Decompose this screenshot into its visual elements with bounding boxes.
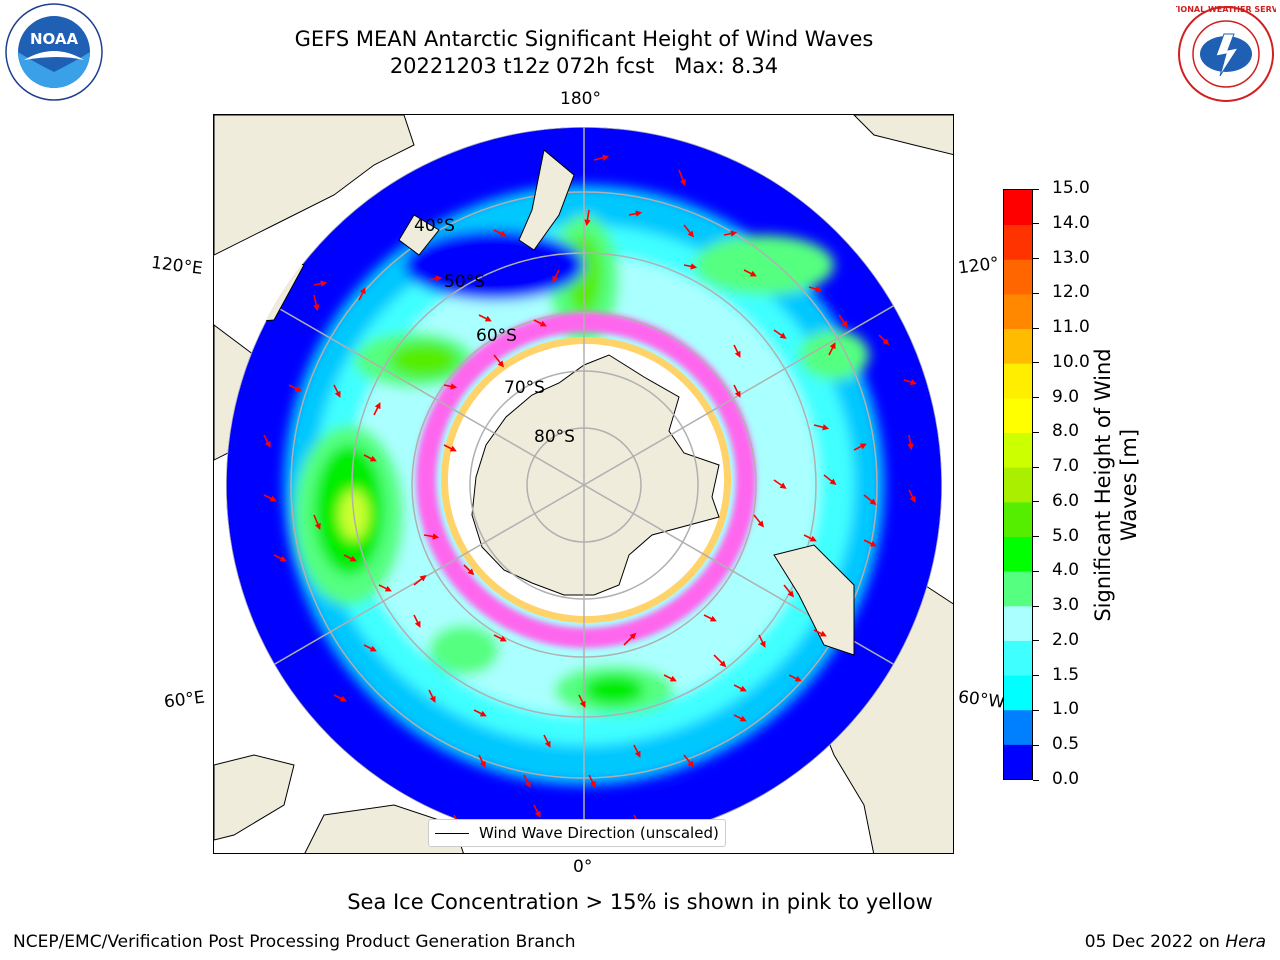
footer-host: Hera	[1225, 932, 1266, 952]
colorbar-segment	[1004, 571, 1032, 607]
colorbar-tick-label: 0.0	[1052, 769, 1080, 789]
colorbar-segment	[1004, 328, 1032, 364]
polar-map-svg: 30°S 40°S 50°S 60°S 70°S 80°S	[214, 115, 953, 853]
lat-label-80s: 80°S	[534, 427, 575, 447]
sea-ice-caption: Sea Ice Concentration > 15% is shown in …	[347, 890, 933, 914]
colorbar-tick-mark	[1033, 744, 1039, 746]
colorbar-segment	[1004, 363, 1032, 399]
colorbar-tick-label: 8.0	[1052, 421, 1080, 442]
colorbar-tick-mark	[1033, 779, 1039, 781]
colorbar-segment	[1004, 293, 1032, 330]
colorbar-tick-label: 10.0	[1052, 351, 1090, 372]
colorbar-tick-label: 9.0	[1052, 386, 1080, 407]
colorbar-tick-mark	[1033, 709, 1039, 711]
colorbar-tick-label: 0.5	[1052, 734, 1080, 755]
lon-label-bottom: 0°	[573, 857, 593, 877]
colorbar-tick-label: 6.0	[1052, 490, 1080, 511]
colorbar-tick-label: 14.0	[1052, 212, 1090, 233]
colorbar-segment	[1004, 501, 1032, 537]
nws-logo: NATIONAL WEATHER SERVICE	[1176, 5, 1276, 102]
colorbar-tick-mark	[1033, 327, 1039, 329]
lon-label-left-upper: 120°E	[149, 252, 204, 280]
colorbar-segment	[1004, 744, 1032, 779]
map-title: GEFS MEAN Antarctic Significant Height o…	[294, 27, 874, 51]
map-subtitle: 20221203 t12z 072h fcst Max: 8.34	[389, 54, 779, 78]
colorbar-tick-mark	[1033, 431, 1039, 433]
noaa-logo-text: NOAA	[30, 30, 79, 48]
colorbar-segment	[1004, 190, 1032, 226]
lat-label-40s: 40°S	[414, 216, 455, 236]
colorbar-tick-label: 2.0	[1052, 629, 1080, 650]
colorbar-segment	[1004, 224, 1032, 260]
colorbar-tick-mark	[1033, 258, 1039, 260]
colorbar-tick-mark	[1033, 536, 1039, 538]
colorbar-tick-mark	[1033, 466, 1039, 468]
colorbar	[1003, 189, 1033, 780]
antarctica	[471, 354, 720, 596]
colorbar-tick-mark	[1033, 640, 1039, 642]
colorbar-tick-label: 1.5	[1052, 664, 1080, 685]
colorbar-tick-label: 1.0	[1052, 699, 1080, 720]
noaa-logo: NOAA	[5, 3, 103, 101]
colorbar-tick-mark	[1033, 223, 1039, 225]
footer-credit: NCEP/EMC/Verification Post Processing Pr…	[13, 932, 576, 952]
colorbar-tick-label: 13.0	[1052, 247, 1090, 268]
colorbar-tick-mark	[1033, 675, 1039, 677]
lat-label-60s: 60°S	[476, 326, 517, 346]
lon-label-top: 180°	[560, 89, 601, 109]
colorbar-tick-label: 3.0	[1052, 595, 1080, 616]
colorbar-tick-label: 15.0	[1052, 178, 1090, 198]
map-legend: Wind Wave Direction (unscaled)	[428, 819, 726, 847]
colorbar-segment	[1004, 397, 1032, 434]
lon-label-left-lower: 60°E	[162, 687, 206, 713]
footer-date: 05 Dec 2022 on Hera	[1085, 932, 1266, 952]
colorbar-segment	[1004, 467, 1032, 503]
colorbar-tick-label: 4.0	[1052, 560, 1080, 581]
colorbar-tick-label: 11.0	[1052, 317, 1090, 338]
polar-map: 30°S 40°S 50°S 60°S 70°S 80°S	[213, 114, 954, 854]
legend-label: Wind Wave Direction (unscaled)	[479, 824, 719, 842]
footer-date-text: 05 Dec 2022 on	[1084, 932, 1220, 952]
colorbar-segment	[1004, 259, 1032, 295]
lat-label-70s: 70°S	[504, 378, 545, 398]
legend-line	[435, 832, 469, 834]
colorbar-tick-mark	[1033, 362, 1039, 364]
colorbar-segment	[1004, 709, 1032, 745]
lon-label-right-upper: 120°	[956, 253, 1001, 279]
colorbar-segment	[1004, 605, 1032, 641]
lon-label-right-lower: 60°W	[956, 687, 1006, 713]
lat-label-50s: 50°S	[444, 272, 485, 292]
colorbar-tick-mark	[1033, 292, 1039, 294]
colorbar-tick-label: 12.0	[1052, 282, 1090, 303]
colorbar-tick-mark	[1033, 188, 1039, 190]
nws-logo-text: NATIONAL WEATHER SERVICE	[1176, 5, 1276, 14]
colorbar-segment	[1004, 432, 1032, 468]
colorbar-segment	[1004, 675, 1032, 711]
colorbar-segment	[1004, 536, 1032, 572]
colorbar-tick-mark	[1033, 501, 1039, 503]
colorbar-tick-label: 7.0	[1052, 456, 1080, 477]
colorbar-tick-mark	[1033, 397, 1039, 399]
colorbar-tick-mark	[1033, 570, 1039, 572]
colorbar-label: Significant Height of Wind Waves [m]	[1091, 348, 1141, 622]
colorbar-tick-label: 5.0	[1052, 525, 1080, 546]
colorbar-segment	[1004, 640, 1032, 676]
colorbar-tick-mark	[1033, 605, 1039, 607]
